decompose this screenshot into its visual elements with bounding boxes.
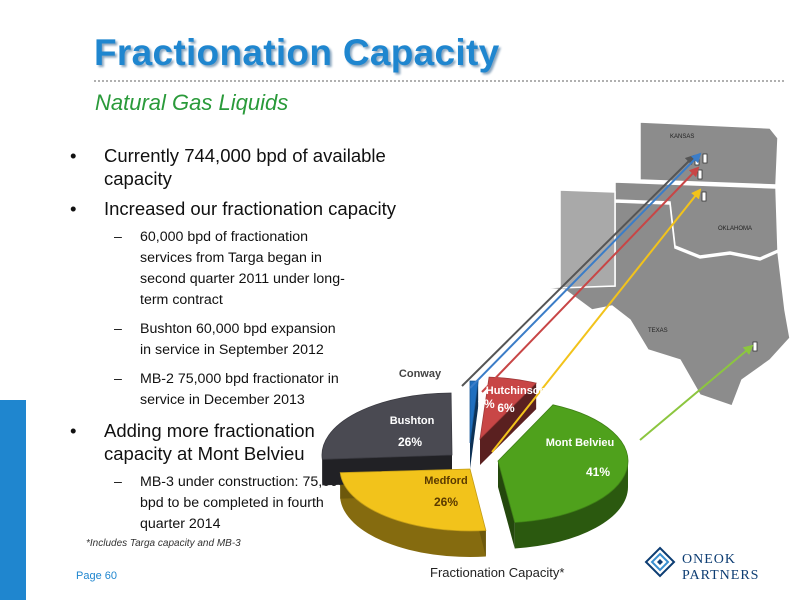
arrow-medford xyxy=(491,188,702,453)
title-divider xyxy=(94,80,784,82)
plant-marker-bushton xyxy=(702,153,708,164)
pie-face-mont-belvieu-1 xyxy=(498,461,515,549)
sub-bullet-item: Bushton 60,000 bpd expansion in service … xyxy=(70,319,350,361)
pie-tops xyxy=(321,376,629,532)
pie-side-medford xyxy=(340,472,486,557)
plant-marker-medford xyxy=(701,191,707,202)
arrow-mont-belvieu xyxy=(639,344,754,441)
slice-label-bushton: Bushton xyxy=(390,415,435,427)
left-accent-bar xyxy=(0,400,26,600)
footnote: *Includes Targa capacity and MB-3 xyxy=(86,538,241,549)
texas-shape xyxy=(539,201,791,407)
region-map: KANSAS OKLAHOMA TEXAS xyxy=(539,121,791,407)
map-land xyxy=(539,121,791,407)
sub-bullet-item: MB-2 75,000 bpd fractionator in service … xyxy=(70,369,350,411)
oneok-logo-mark xyxy=(644,546,676,578)
slice-label-conway: Conway xyxy=(399,368,442,380)
slice-value-bushton: 26% xyxy=(398,435,422,449)
pie-slice-bushton xyxy=(321,392,453,460)
oklahoma-shape xyxy=(614,181,779,259)
logo-line-1: ONEOK xyxy=(682,552,736,567)
arrow-bushton xyxy=(461,154,696,387)
page-number: Page 60 xyxy=(76,570,117,582)
pie-slice-mont-belvieu xyxy=(497,404,629,523)
chart-title: Fractionation Capacity* xyxy=(430,565,565,580)
map-label-texas: TEXAS xyxy=(648,328,668,334)
slide-title: Fractionation Capacity xyxy=(94,32,500,73)
bullet-item: Adding more fractionation capacity at Mo… xyxy=(70,419,354,465)
arrow-hutchinson xyxy=(481,166,700,393)
logo-text: ONEOK PARTNERS xyxy=(682,552,759,584)
pie-face-hutchinson-1 xyxy=(480,383,537,465)
pie-slice-hutchinson xyxy=(479,376,537,441)
slice-value-mont-belvieu: 41% xyxy=(586,465,610,479)
slice-value-hutchinson: 6% xyxy=(497,401,515,415)
pie-labels: Mont Belvieu 41% Medford 26% Bushton 26% Conwa… xyxy=(390,368,615,509)
bullet-item: Currently 744,000 bpd of available capac… xyxy=(70,144,430,190)
pie-face-conway-1 xyxy=(470,381,479,469)
new-mexico-shape xyxy=(559,189,616,289)
logo-line-2: PARTNERS xyxy=(682,568,760,583)
sub-bullet-item: MB-3 under construction: 75,000 bpd to b… xyxy=(70,472,350,535)
bullet-list: Currently 744,000 bpd of available capac… xyxy=(70,144,430,543)
kansas-shape xyxy=(639,121,779,186)
slice-value-medford: 26% xyxy=(434,495,458,509)
pie-slice-medford xyxy=(339,468,487,532)
sub-bullet-item: 60,000 bpd of fractionation services fro… xyxy=(70,227,350,311)
slice-label-mont-belvieu: Mont Belvieu xyxy=(546,437,614,449)
pie-side-mont-belvieu xyxy=(514,461,628,549)
bullet-item: Increased our fractionation capacity xyxy=(70,197,430,220)
map-label-oklahoma: OKLAHOMA xyxy=(718,226,752,232)
map-label-kansas: KANSAS xyxy=(670,134,694,140)
pie-to-map-arrows xyxy=(461,152,754,453)
slice-label-medford: Medford xyxy=(424,475,467,487)
slice-value-conway: 1% xyxy=(477,397,495,411)
arrow-conway xyxy=(469,152,702,389)
slice-label-hutchinson: Hutchinson xyxy=(486,385,547,397)
slide-subtitle: Natural Gas Liquids xyxy=(95,90,289,115)
